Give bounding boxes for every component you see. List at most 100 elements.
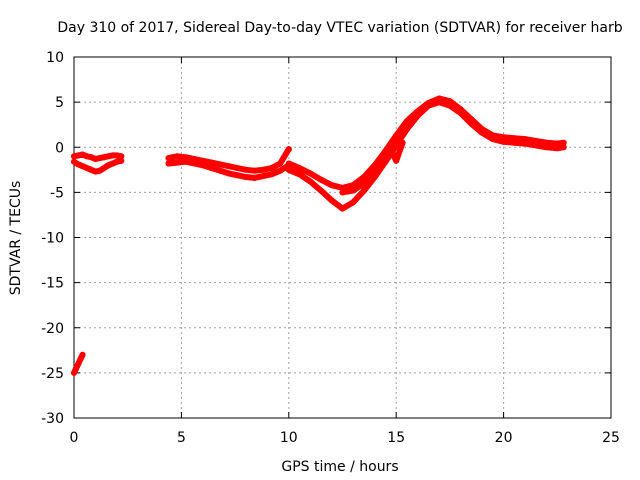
data-point: [285, 160, 292, 167]
data-point: [268, 165, 275, 171]
series-segment-early-outlier: [71, 351, 86, 376]
data-point: [296, 171, 303, 178]
y-tick-label: -25: [41, 366, 64, 382]
data-point: [277, 160, 284, 167]
data-point: [339, 189, 346, 196]
data-point: [307, 178, 314, 185]
data-point: [500, 138, 507, 145]
data-point: [101, 165, 108, 171]
data-point: [339, 205, 346, 212]
y-tick-label: 10: [46, 50, 64, 66]
data-point: [425, 102, 432, 109]
data-point: [165, 155, 172, 162]
x-tick-label: 0: [70, 430, 79, 446]
data-point: [260, 173, 266, 180]
data-point: [350, 199, 357, 206]
data-point: [361, 180, 367, 187]
series-segment-4-10h-b: [165, 158, 292, 181]
data-point: [457, 110, 464, 116]
series-segment-13-15h-streak: [339, 139, 406, 196]
data-point: [234, 172, 241, 179]
data-point: [386, 144, 393, 151]
data-point: [174, 153, 181, 160]
data-point: [382, 153, 389, 160]
x-tick-label: 25: [602, 430, 620, 446]
x-axis-label: GPS time / hours: [281, 459, 398, 475]
data-point: [71, 158, 77, 165]
data-point: [242, 166, 249, 173]
data-point: [543, 144, 550, 151]
data-point: [71, 369, 77, 376]
data-point: [251, 167, 258, 174]
data-point: [350, 187, 357, 194]
data-point: [77, 356, 84, 363]
data-point: [217, 161, 224, 168]
data-point: [79, 351, 86, 358]
series-segment-4-10h-a: [165, 146, 292, 174]
data-point: [371, 169, 378, 176]
data-point: [560, 144, 567, 151]
chart-title: Day 310 of 2017, Sidereal Day-to-day VTE…: [57, 20, 622, 36]
data-point: [554, 145, 561, 152]
data-point: [260, 166, 266, 173]
data-point: [468, 120, 475, 127]
data-point: [242, 174, 249, 180]
data-point: [318, 187, 324, 194]
data-point: [208, 159, 215, 166]
data-point: [511, 139, 518, 146]
data-point: [285, 146, 292, 153]
data-point: [217, 167, 224, 174]
data-point: [191, 160, 198, 167]
data-point: [199, 162, 206, 169]
data-point: [225, 163, 232, 170]
x-tick-label: 15: [387, 430, 405, 446]
y-tick-label: 0: [55, 140, 64, 156]
data-point: [234, 165, 241, 171]
data-point: [225, 170, 232, 177]
series-segment-10-23h-lower: [285, 99, 567, 212]
data-point: [522, 140, 529, 147]
y-tick-label: 5: [55, 95, 64, 111]
data-point: [73, 365, 80, 372]
series-segment-0-2h-upper: [71, 151, 125, 162]
data-point: [436, 99, 443, 106]
data-point: [75, 360, 82, 367]
data-point: [118, 157, 125, 164]
data-point: [328, 197, 335, 204]
data-point: [532, 142, 539, 149]
y-tick-label: -5: [50, 185, 64, 201]
data-point: [307, 170, 314, 177]
axis-ticks: 0 5 10 15 20 25 -30 -25 -20 -15 -10 -5 0 5 10: [41, 50, 620, 446]
data-point: [479, 129, 486, 136]
data-point: [277, 167, 284, 174]
data-point: [285, 166, 292, 173]
data-point: [182, 158, 189, 165]
y-tick-label: -15: [41, 276, 64, 292]
data-points: [71, 95, 567, 376]
data-point: [414, 112, 421, 119]
data-point: [296, 165, 303, 171]
data-point: [399, 139, 406, 146]
data-point: [208, 165, 215, 171]
data-point: [318, 176, 324, 183]
x-tick-label: 20: [495, 430, 513, 446]
y-tick-label: -20: [41, 321, 64, 337]
data-point: [328, 182, 335, 189]
data-point: [268, 171, 275, 178]
data-point: [361, 187, 367, 194]
data-point: [489, 136, 496, 143]
data-point: [182, 154, 189, 161]
y-tick-label: -30: [41, 411, 64, 427]
data-point: [251, 174, 258, 181]
x-tick-label: 10: [280, 430, 298, 446]
data-point: [560, 139, 567, 146]
y-tick-label: -10: [41, 231, 64, 247]
data-point: [118, 153, 125, 160]
grid-lines: [74, 57, 611, 418]
data-point: [403, 126, 410, 133]
data-point: [96, 167, 103, 174]
series-segment-0-2h-lower: [71, 157, 125, 175]
data-point: [393, 132, 400, 139]
data-point: [174, 159, 181, 166]
